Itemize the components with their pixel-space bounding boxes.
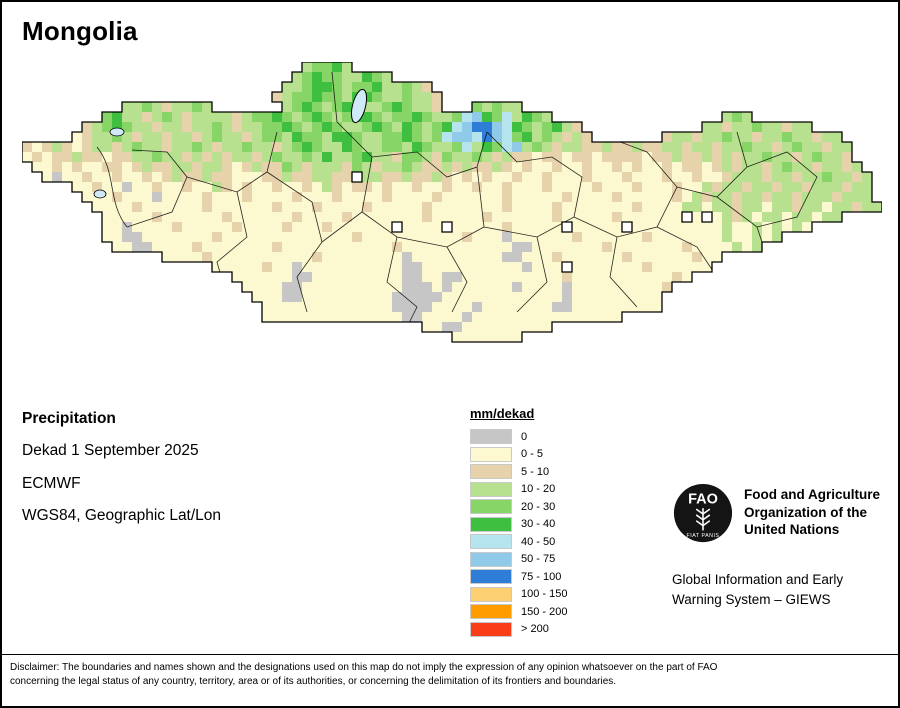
legend-swatch xyxy=(470,551,512,567)
legend-item: 0 - 5 xyxy=(470,446,567,464)
legend-title: mm/dekad xyxy=(470,406,535,421)
legend-item: 50 - 75 xyxy=(470,551,567,569)
legend-label: 150 - 200 xyxy=(521,605,568,618)
legend-swatch xyxy=(470,604,512,620)
disclaimer-text: Disclaimer: The boundaries and names sho… xyxy=(10,662,718,687)
wheat-icon xyxy=(695,508,711,531)
legend-label: 75 - 100 xyxy=(521,570,562,583)
fao-logo: FAO FIAT PANIS xyxy=(673,483,733,543)
legend-item: 0 xyxy=(470,428,567,446)
legend-label: 50 - 75 xyxy=(521,553,556,566)
map-title: Mongolia xyxy=(22,16,138,46)
legend-item: 100 - 150 xyxy=(470,586,567,604)
legend-swatch xyxy=(470,621,512,637)
mongolia-precipitation-map xyxy=(22,62,882,343)
precipitation-heading: Precipitation xyxy=(22,410,116,427)
legend-swatch xyxy=(470,499,512,515)
country-outline xyxy=(22,62,882,343)
legend-label: 20 - 30 xyxy=(521,500,556,513)
legend-swatch xyxy=(470,516,512,532)
fao-logo-motto: FIAT PANIS xyxy=(687,533,720,539)
data-source-label: ECMWF xyxy=(22,475,81,492)
legend-swatch xyxy=(470,586,512,602)
legend-label: 0 xyxy=(521,430,528,443)
legend-label: 0 - 5 xyxy=(521,448,544,461)
raster-cells xyxy=(22,62,882,342)
legend-items: 0 0 - 5 5 - 10 10 - 20 20 - 30 30 - 40 40 - 50… xyxy=(470,428,567,638)
legend-swatch xyxy=(470,464,512,480)
legend-item: 40 - 50 xyxy=(470,533,567,551)
legend-item: 10 - 20 xyxy=(470,481,567,499)
legend-item: > 200 xyxy=(470,621,567,639)
legend-label: 30 - 40 xyxy=(521,518,556,531)
legend-swatch xyxy=(470,429,512,445)
lakes xyxy=(93,88,368,199)
lake-uvs xyxy=(109,127,125,137)
legend-swatch xyxy=(470,446,512,462)
legend-item: 30 - 40 xyxy=(470,516,567,534)
legend-label: 5 - 10 xyxy=(521,465,550,478)
legend-swatch xyxy=(470,534,512,550)
legend-swatch xyxy=(470,569,512,585)
dekad-date-label: Dekad 1 September 2025 xyxy=(22,442,199,459)
lake-khovsgol xyxy=(350,88,368,124)
footer-divider xyxy=(2,654,898,655)
legend-item: 75 - 100 xyxy=(470,568,567,586)
giews-label: Global Information and Early Warning Sys… xyxy=(672,572,844,607)
province-boundaries xyxy=(96,71,818,328)
legend-label: 10 - 20 xyxy=(521,483,556,496)
fao-organization-name: Food and Agriculture Organization of the… xyxy=(744,487,880,537)
legend-label: 100 - 150 xyxy=(521,588,568,601)
projection-label: WGS84, Geographic Lat/Lon xyxy=(22,507,222,524)
legend-label: > 200 xyxy=(521,623,549,636)
fao-logo-text: FAO xyxy=(688,491,718,507)
legend-item: 20 - 30 xyxy=(470,498,567,516)
legend-item: 150 - 200 xyxy=(470,603,567,621)
legend-swatch xyxy=(470,481,512,497)
lake-khar-us xyxy=(93,189,107,199)
legend-label: 40 - 50 xyxy=(521,535,556,548)
legend-item: 5 - 10 xyxy=(470,463,567,481)
precipitation-legend: mm/dekad 0 0 - 5 5 - 10 10 - 20 20 - 30 30 - … xyxy=(470,406,567,638)
